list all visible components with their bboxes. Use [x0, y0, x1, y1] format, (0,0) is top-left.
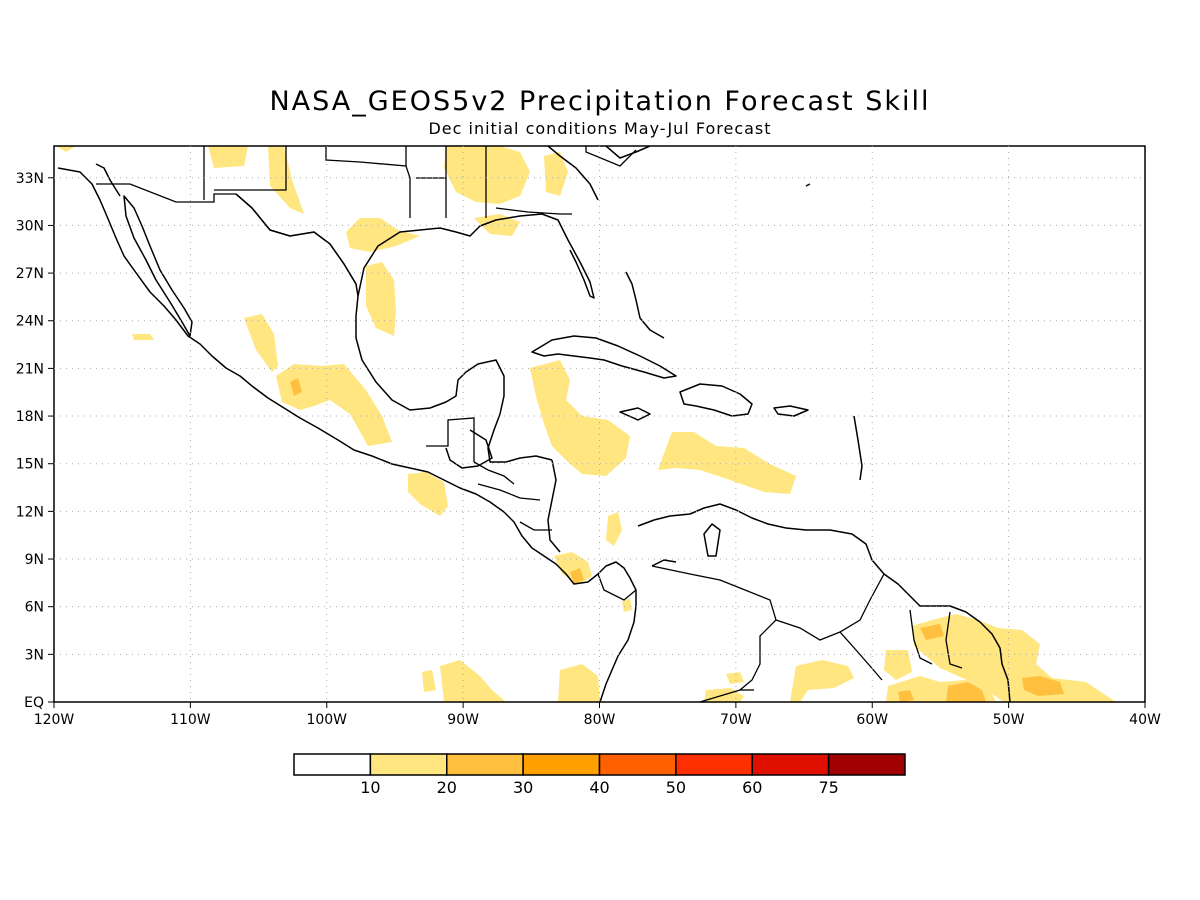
colorbar-swatch — [675, 753, 753, 776]
colorbar-swatch — [369, 753, 448, 776]
colorbar-label: 50 — [666, 778, 686, 797]
colorbar-label: 60 — [742, 778, 762, 797]
map-subtitle: Dec initial conditions May-Jul Forecast — [428, 119, 772, 138]
y-tick-label: 18N — [16, 409, 44, 425]
map-title: NASA_GEOS5v2 Precipitation Forecast Skil… — [269, 86, 931, 117]
x-tick-label: 60W — [856, 712, 888, 728]
y-tick-label: 9N — [25, 552, 44, 568]
colorbar-swatch — [751, 753, 830, 776]
y-tick-label: 6N — [25, 600, 44, 616]
y-tick-label: 30N — [16, 218, 44, 234]
y-tick-label: 12N — [16, 504, 44, 520]
x-tick-label: 90W — [447, 712, 479, 728]
y-tick-label: 27N — [16, 266, 44, 282]
colorbar-label: 75 — [818, 778, 838, 797]
colorbar-label: 20 — [437, 778, 457, 797]
political-borders — [96, 146, 963, 702]
x-tick-label: 70W — [720, 712, 752, 728]
x-tick-label: 40W — [1129, 712, 1161, 728]
y-tick-label: 21N — [16, 361, 44, 377]
x-tick-label: 100W — [306, 712, 347, 728]
x-tick-label: 50W — [993, 712, 1025, 728]
y-tick-label: 24N — [16, 314, 44, 330]
colorbar-label: 30 — [513, 778, 533, 797]
x-tick-label: 80W — [584, 712, 616, 728]
y-tick-label: EQ — [24, 695, 44, 711]
skill-shading-medium — [290, 378, 1064, 702]
y-tick-label: 3N — [25, 647, 44, 663]
colorbar-label: 10 — [360, 778, 380, 797]
coastlines — [57, 146, 1011, 702]
colorbar: 10 20 30 40 50 60 75 — [293, 753, 906, 797]
skill-shading-light — [56, 146, 1116, 702]
axis-ticks: 120W 110W 100W 90W 80W 70W 60W 50W 40W EQ 3N 6N 9N 12… — [16, 171, 1161, 728]
x-tick-label: 120W — [34, 712, 75, 728]
y-tick-label: 15N — [16, 457, 44, 473]
y-tick-label: 33N — [16, 171, 44, 187]
colorbar-swatch — [293, 753, 372, 776]
colorbar-swatch — [522, 753, 601, 776]
colorbar-swatch — [446, 753, 524, 776]
colorbar-swatch — [598, 753, 677, 776]
colorbar-label: 40 — [589, 778, 609, 797]
colorbar-swatch — [827, 753, 906, 776]
x-tick-label: 110W — [170, 712, 211, 728]
